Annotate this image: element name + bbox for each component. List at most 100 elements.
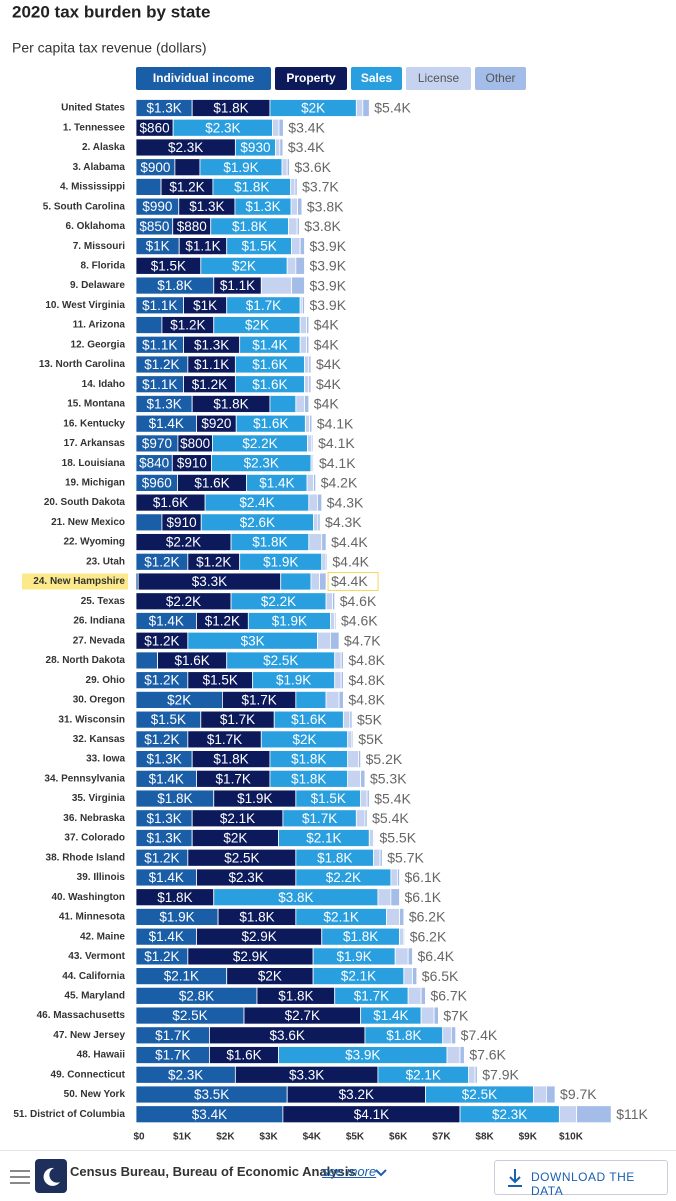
bar-segment xyxy=(281,158,288,177)
category-label: 20. South Dakota xyxy=(44,497,126,508)
bar-segment xyxy=(299,335,308,354)
category-label: 17. Arkansas xyxy=(64,438,126,449)
bar-segment xyxy=(360,769,366,788)
total-label: $6.2K xyxy=(409,909,446,925)
total-label: $4.8K xyxy=(348,652,385,668)
total-label: $3.4K xyxy=(288,139,325,155)
value-label: $1.4K xyxy=(259,475,294,490)
category-label: 40. Washington xyxy=(51,892,125,903)
highlight-label-bg xyxy=(22,573,128,590)
total-label: $4.1K xyxy=(319,455,356,471)
download-button[interactable]: DOWNLOAD THE DATA xyxy=(494,1160,668,1198)
value-label: $2.3K xyxy=(168,140,203,155)
value-label: $1.6K xyxy=(194,475,229,490)
value-label: $2.9K xyxy=(241,929,276,944)
total-label: $4.1K xyxy=(318,435,355,451)
value-label: $2.2K xyxy=(261,594,296,609)
value-label: $1.9K xyxy=(276,673,311,688)
value-label: $910 xyxy=(177,456,207,471)
value-label: $2.9K xyxy=(233,949,268,964)
bar-segment xyxy=(311,434,314,453)
value-label: $1.4K xyxy=(149,614,184,629)
bar-segment xyxy=(396,868,400,887)
bar-segment xyxy=(407,986,422,1005)
value-label: $2.7K xyxy=(285,1008,320,1023)
bar-segment xyxy=(291,276,305,295)
bar-segment xyxy=(403,927,406,946)
value-label: $1K xyxy=(193,298,217,313)
value-label: $1.8K xyxy=(252,535,287,550)
value-label: $1.2K xyxy=(144,732,179,747)
bar-segment xyxy=(533,1085,547,1104)
value-label: $1.3K xyxy=(146,397,181,412)
bar-segment xyxy=(312,454,315,473)
legend-swatch xyxy=(406,67,471,90)
category-label: 32. Kansas xyxy=(73,734,126,745)
bar-segment xyxy=(308,355,312,374)
bar-segment xyxy=(332,592,336,611)
category-label: 1. Tennessee xyxy=(63,122,126,133)
bar-segment xyxy=(321,552,327,571)
value-label: $1.8K xyxy=(317,850,352,865)
bar-segment xyxy=(351,730,354,749)
value-label: $1.6K xyxy=(253,416,288,431)
category-label: 51. District of Columbia xyxy=(13,1109,125,1120)
value-label: $2K xyxy=(258,969,282,984)
total-label: $9.7K xyxy=(560,1086,597,1102)
x-tick-label: $3K xyxy=(259,1132,278,1143)
value-label: $1.7K xyxy=(207,732,242,747)
bar-segment xyxy=(135,316,163,334)
menu-icon[interactable] xyxy=(8,1167,32,1187)
chart: 2020 tax burden by state Per capita tax … xyxy=(12,2,649,1143)
value-label: $3.8K xyxy=(278,890,313,905)
download-icon xyxy=(508,1169,522,1187)
total-label: $6.4K xyxy=(417,948,454,964)
value-label: $1.8K xyxy=(213,397,248,412)
bar-segment xyxy=(306,335,310,354)
highlight-total-box xyxy=(327,572,379,592)
value-label: $1.2K xyxy=(196,554,231,569)
value-label: $1.1K xyxy=(185,239,220,254)
total-label: $5.2K xyxy=(366,751,403,767)
theme-icon[interactable] xyxy=(35,1159,67,1193)
value-label: $1.2K xyxy=(144,850,179,865)
value-label: $1.2K xyxy=(169,179,204,194)
total-label: $3.9K xyxy=(309,238,346,254)
category-label: 39. Illinois xyxy=(77,872,126,883)
value-label: $1.8K xyxy=(291,771,326,786)
x-tick-label: $0 xyxy=(133,1132,145,1143)
value-label: $840 xyxy=(139,456,169,471)
value-label: $2.3K xyxy=(168,1067,203,1082)
legend-label: Individual income xyxy=(153,71,255,85)
value-label: $1.2K xyxy=(192,377,227,392)
value-label: $1.4K xyxy=(149,929,184,944)
value-label: $1.8K xyxy=(213,752,248,767)
category-label: 29. Ohio xyxy=(86,675,125,686)
category-label: 48. Hawaii xyxy=(77,1050,126,1061)
value-label: $2.1K xyxy=(341,969,376,984)
bar-segment xyxy=(442,1026,452,1045)
value-label: $2.6K xyxy=(240,515,275,530)
value-label: $2.8K xyxy=(179,988,214,1003)
total-label: $4K xyxy=(314,336,340,352)
see-more[interactable]: see more xyxy=(322,1164,377,1179)
value-label: $2K xyxy=(232,258,256,273)
legend-swatch xyxy=(136,67,271,90)
bar-segment xyxy=(306,316,310,334)
value-label: $3.2K xyxy=(339,1087,374,1102)
category-label: 24. New Hampshire xyxy=(33,576,125,587)
value-label: $2.5K xyxy=(172,1008,207,1023)
value-label: $2K xyxy=(223,831,247,846)
value-label: $2K xyxy=(167,692,191,707)
value-label: $1.2K xyxy=(144,673,179,688)
x-tick-label: $10K xyxy=(559,1132,584,1143)
value-label: $800 xyxy=(180,436,210,451)
bar-segment xyxy=(294,178,298,196)
value-label: $1.8K xyxy=(232,219,267,234)
value-label: $1.6K xyxy=(252,357,287,372)
value-label: $1.8K xyxy=(278,988,313,1003)
category-label: 23. Utah xyxy=(86,556,125,567)
value-label: $910 xyxy=(167,515,197,530)
bar-segment xyxy=(347,730,353,749)
value-label: $1.4K xyxy=(149,870,184,885)
